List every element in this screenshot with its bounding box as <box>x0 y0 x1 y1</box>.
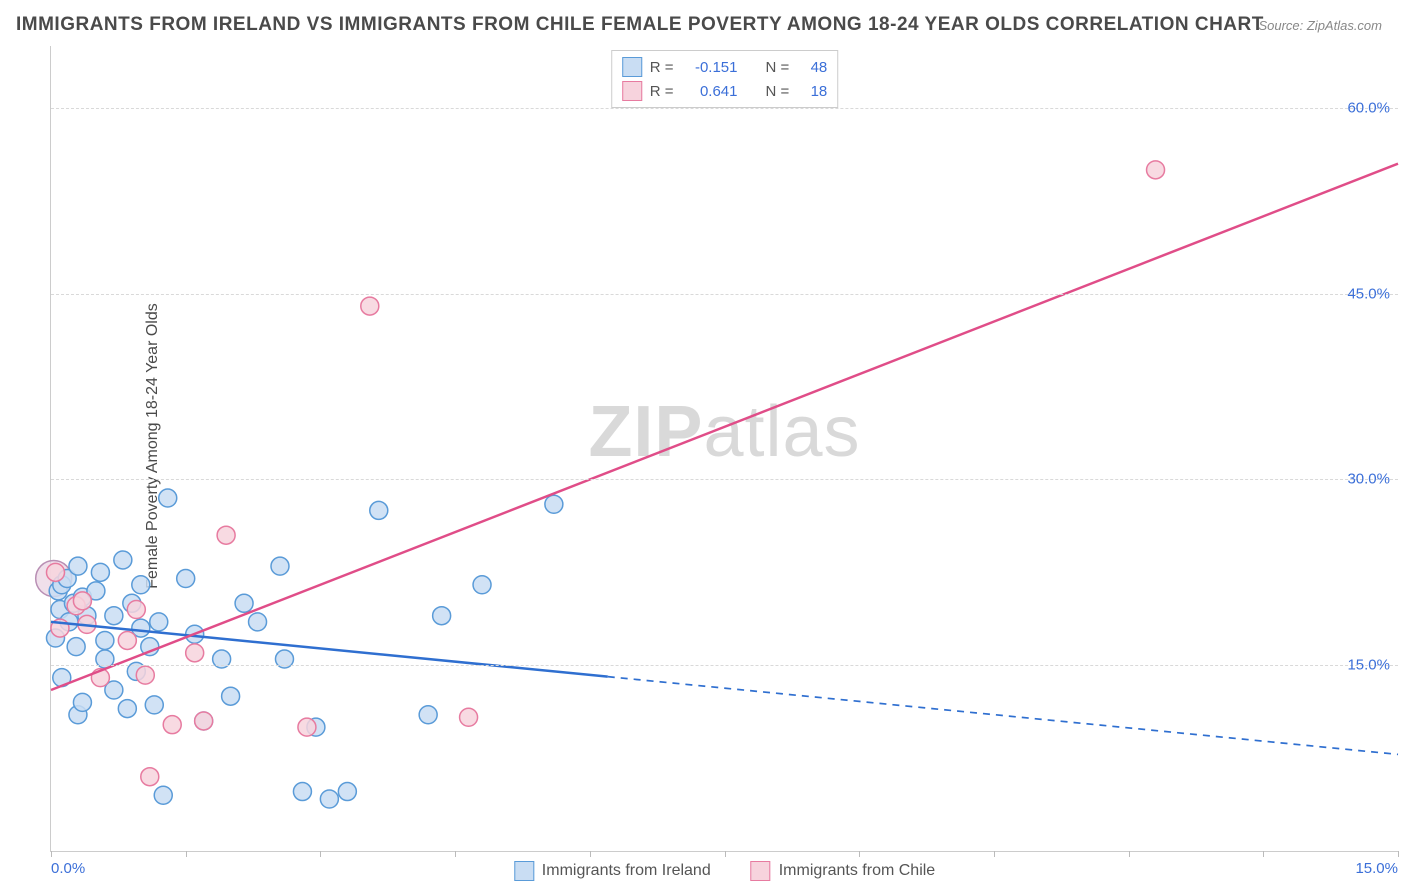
data-point <box>114 551 132 569</box>
data-point <box>177 570 195 588</box>
legend-label: Immigrants from Ireland <box>542 862 711 880</box>
legend-item: Immigrants from Chile <box>751 861 935 881</box>
data-point <box>370 501 388 519</box>
data-point <box>361 297 379 315</box>
x-tick <box>590 851 591 857</box>
data-point <box>222 687 240 705</box>
data-point <box>545 495 563 513</box>
x-tick <box>859 851 860 857</box>
data-point <box>320 790 338 808</box>
gridline <box>51 294 1398 295</box>
x-tick-label: 0.0% <box>51 860 85 877</box>
x-tick <box>320 851 321 857</box>
data-point <box>96 631 114 649</box>
x-tick-label: 15.0% <box>1355 860 1398 877</box>
data-point <box>163 716 181 734</box>
chart-title: IMMIGRANTS FROM IRELAND VS IMMIGRANTS FR… <box>16 14 1264 36</box>
data-point <box>132 576 150 594</box>
x-tick <box>1129 851 1130 857</box>
data-point <box>141 768 159 786</box>
legend-swatch <box>514 861 534 881</box>
x-tick <box>455 851 456 857</box>
data-point <box>145 696 163 714</box>
data-point <box>195 712 213 730</box>
x-tick <box>725 851 726 857</box>
data-point <box>159 489 177 507</box>
data-point <box>433 607 451 625</box>
source-name: ZipAtlas.com <box>1307 18 1382 33</box>
series-legend: Immigrants from Ireland Immigrants from C… <box>514 861 935 881</box>
y-tick-label: 30.0% <box>1347 471 1390 488</box>
source-prefix: Source: <box>1258 18 1306 33</box>
data-point <box>249 613 267 631</box>
y-tick-label: 45.0% <box>1347 285 1390 302</box>
data-point <box>73 693 91 711</box>
data-point <box>271 557 289 575</box>
x-tick <box>1263 851 1264 857</box>
data-point <box>73 592 91 610</box>
data-point <box>150 613 168 631</box>
trend-line-dashed <box>608 677 1398 755</box>
y-tick-label: 60.0% <box>1347 99 1390 116</box>
x-tick <box>186 851 187 857</box>
data-point <box>1147 161 1165 179</box>
data-point <box>460 708 478 726</box>
gridline <box>51 665 1398 666</box>
data-point <box>419 706 437 724</box>
source-attribution: Source: ZipAtlas.com <box>1258 18 1382 33</box>
legend-item: Immigrants from Ireland <box>514 861 711 881</box>
x-tick <box>994 851 995 857</box>
data-point <box>67 638 85 656</box>
x-tick <box>1398 851 1399 857</box>
gridline <box>51 108 1398 109</box>
data-point <box>46 563 64 581</box>
data-point <box>217 526 235 544</box>
trend-line <box>51 164 1398 690</box>
data-point <box>293 783 311 801</box>
data-point <box>338 783 356 801</box>
chart-plot-area: ZIPatlas R =-0.151N =48R =0.641N =18 Imm… <box>50 46 1398 852</box>
y-tick-label: 15.0% <box>1347 657 1390 674</box>
data-point <box>105 607 123 625</box>
data-point <box>473 576 491 594</box>
data-point <box>69 557 87 575</box>
data-point <box>91 563 109 581</box>
data-point <box>235 594 253 612</box>
legend-label: Immigrants from Chile <box>779 862 935 880</box>
data-point <box>118 700 136 718</box>
data-point <box>118 631 136 649</box>
scatter-plot-svg <box>51 46 1398 851</box>
x-tick <box>51 851 52 857</box>
data-point <box>136 666 154 684</box>
data-point <box>127 601 145 619</box>
data-point <box>186 644 204 662</box>
data-point <box>154 786 172 804</box>
gridline <box>51 479 1398 480</box>
data-point <box>298 718 316 736</box>
legend-swatch <box>751 861 771 881</box>
